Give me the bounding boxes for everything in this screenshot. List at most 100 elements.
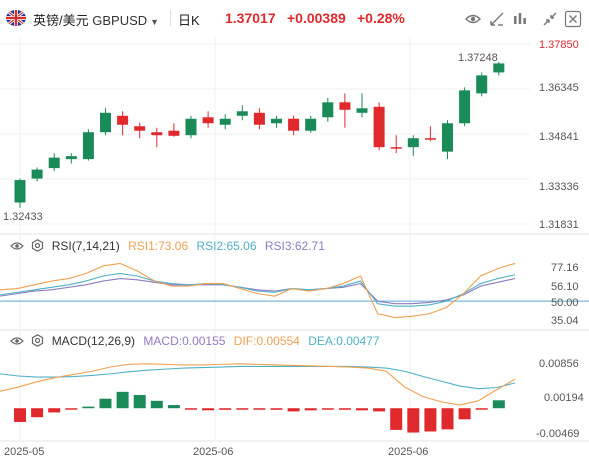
price-axis-label: 1.34841 [539, 131, 579, 143]
rsi-header: RSI(7,14,21) RSI1:73.06 RSI2:65.06 RSI3:… [10, 239, 325, 255]
macd-axis-label: 0.00856 [539, 358, 579, 370]
candle-body [168, 130, 180, 136]
last-price: 1.37017 [225, 10, 276, 26]
candle-body [476, 75, 488, 94]
symbol-code: GBPUSD [92, 13, 148, 28]
candle-body [493, 63, 505, 73]
candle-body [100, 112, 111, 133]
macd-series [0, 363, 516, 433]
chart-header: 英镑/美元 GBPUSD ▼ 日K 1.37017 +0.00389 +0.28% [0, 0, 589, 36]
macd-histogram-bar [99, 398, 112, 409]
candle-body [82, 132, 94, 160]
gear-icon[interactable] [31, 334, 44, 350]
macd-histogram-bar [373, 408, 386, 412]
macd-histogram-bar [133, 395, 146, 409]
macd-histogram-bar [219, 408, 232, 410]
candle-body [48, 157, 60, 169]
dif-value: DIF:0.00554 [233, 334, 300, 349]
rsi-axis-label: 56.10 [551, 281, 579, 293]
candle-body [271, 118, 282, 124]
dif-line [0, 363, 516, 406]
macd-name: MACD(12,26,9) [51, 334, 136, 349]
macd-histogram-bar [167, 405, 180, 409]
candle-body [356, 108, 368, 113]
x-axis-label: 2025-06 [388, 446, 428, 458]
candle-body [407, 138, 419, 148]
price-axis-label: 1.36345 [539, 82, 579, 94]
dea-value: DEA:0.00477 [308, 334, 380, 349]
header-divider [170, 10, 171, 26]
macd-axis-label: 0.00194 [544, 392, 584, 404]
price-change: +0.00389 [287, 10, 346, 26]
candle-body [202, 117, 214, 124]
rsi-axis-label: 50.00 [551, 297, 579, 309]
compare-icon[interactable] [488, 10, 506, 28]
timeframe-selector[interactable]: 日K [178, 10, 200, 29]
macd-histogram-bar [338, 408, 351, 410]
rsi-axis-label: 77.16 [551, 262, 579, 274]
candle-body [288, 118, 300, 131]
candle-body [65, 156, 77, 160]
macd-axis-label: -0.00469 [536, 428, 579, 440]
candle-body [236, 111, 248, 116]
candlestick-series [14, 61, 505, 208]
eye-icon[interactable] [464, 10, 482, 28]
macd-histogram-bar [82, 406, 95, 409]
candle-body [373, 106, 385, 148]
price-axis-label: 1.33336 [539, 181, 579, 193]
macd-histogram-bar [458, 408, 471, 420]
rsi-axis-label: 35.04 [551, 315, 579, 327]
dea-line [0, 365, 516, 390]
candle-body [442, 123, 453, 152]
collapse-icon[interactable] [541, 10, 559, 28]
rsi3-value: RSI3:62.71 [264, 239, 325, 254]
candle-body [14, 180, 26, 203]
price-axis-label: 1.37850 [539, 39, 579, 51]
macd-histogram-bar [492, 400, 505, 409]
symbol-selector[interactable]: 英镑/美元 GBPUSD ▼ [33, 10, 159, 29]
timeframe-label: 日K [178, 13, 200, 28]
rsi3-line [0, 277, 516, 305]
high-price-label: 1.37248 [458, 52, 498, 64]
candle-body [134, 126, 146, 131]
eye-icon[interactable] [10, 335, 24, 350]
eye-icon[interactable] [10, 240, 24, 255]
candle-body [117, 115, 129, 125]
indicator-icon[interactable] [511, 10, 529, 28]
macd-histogram-bar [202, 408, 215, 411]
rsi-lines [0, 262, 589, 319]
rsi2-line [0, 272, 516, 307]
close-icon[interactable] [564, 10, 582, 28]
macd-histogram-bar [475, 408, 488, 410]
candle-body [219, 118, 231, 125]
macd-histogram-bar [407, 408, 420, 433]
macd-histogram-bar [236, 408, 249, 410]
rsi-name: RSI(7,14,21) [51, 239, 120, 254]
rsi1-value: RSI1:73.06 [128, 239, 189, 254]
x-axis-label: 2025-06 [193, 446, 233, 458]
price-change-pct: +0.28% [357, 10, 405, 26]
candle-body [339, 102, 351, 110]
dropdown-caret-icon: ▼ [150, 17, 160, 27]
symbol-name: 英镑/美元 [33, 13, 89, 28]
macd-histogram-bar [48, 408, 61, 413]
macd-histogram-bar [441, 408, 454, 430]
candle-body [459, 90, 471, 124]
gear-icon[interactable] [31, 239, 44, 255]
candle-body [185, 118, 197, 136]
macd-histogram-bar [390, 408, 403, 430]
candle-body [305, 118, 317, 131]
macd-histogram-bar [356, 408, 368, 411]
macd-histogram-bar [31, 408, 44, 418]
candle-body [424, 138, 436, 140]
macd-histogram-bar [116, 391, 129, 409]
macd-histogram-bar [185, 408, 197, 410]
rsi2-value: RSI2:65.06 [196, 239, 257, 254]
grid-lines [0, 36, 530, 441]
candle-body [151, 132, 163, 136]
candle-body [390, 147, 402, 149]
macd-histogram-bar [321, 408, 334, 410]
low-price-label: 1.32433 [3, 211, 43, 223]
rsi1-line [0, 262, 516, 319]
